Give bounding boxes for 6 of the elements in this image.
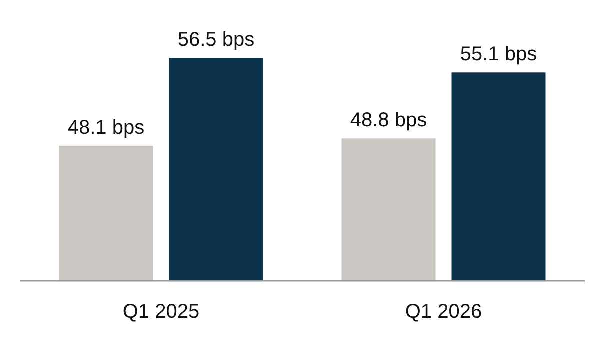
data-label: 48.1 bps bbox=[68, 116, 145, 139]
data-label: 56.5 bps bbox=[178, 29, 255, 51]
data-label: 55.1 bps bbox=[460, 44, 538, 66]
data-label: 48.8 bps bbox=[350, 110, 428, 132]
x-tick-label: Q1 2026 bbox=[405, 301, 482, 323]
x-tick-label: Q1 2025 bbox=[122, 301, 200, 323]
